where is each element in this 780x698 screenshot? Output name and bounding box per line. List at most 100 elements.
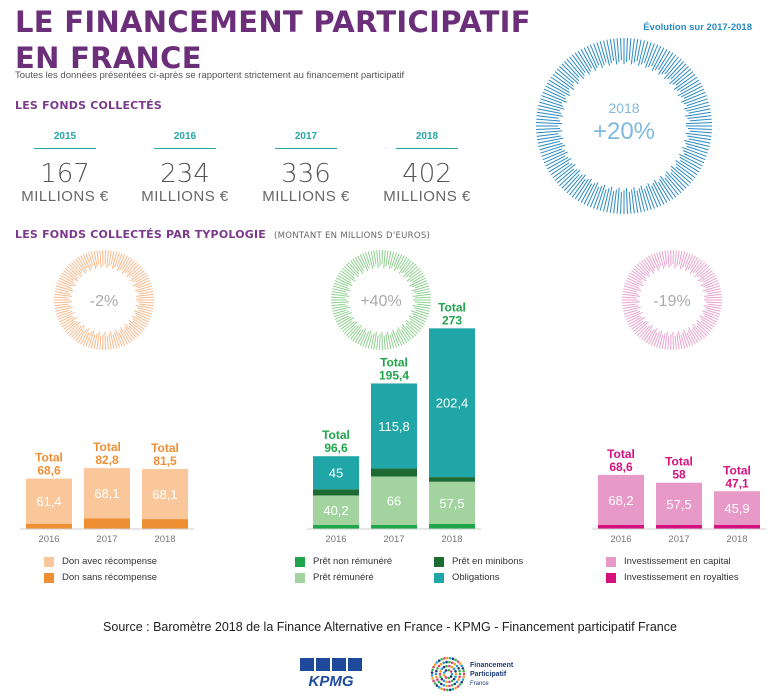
ring-ray [667, 335, 670, 350]
ring-ray [128, 319, 144, 333]
ring-ray [622, 301, 641, 304]
fpf-dot [440, 657, 444, 661]
ring-ray [54, 290, 71, 295]
ring-ray [132, 277, 150, 287]
evolution-label: Évolution sur 2017-2018 [643, 22, 752, 33]
ring-ray [696, 325, 708, 337]
ring-ray [134, 285, 153, 292]
category-label: 2017 [668, 534, 689, 545]
ring-ray [343, 321, 358, 335]
bar-segment [371, 468, 417, 477]
ring-ray [77, 256, 87, 272]
sunburst-ray [552, 73, 575, 90]
ring-ray [392, 329, 400, 347]
fpf-dot [432, 679, 435, 683]
ring-ray [623, 285, 642, 292]
ring-ray [661, 250, 666, 267]
sunburst-ray [670, 165, 692, 184]
sunburst-ray [593, 185, 603, 209]
fpf-dot [452, 667, 456, 671]
ring-ray [129, 270, 145, 282]
ring-ray [387, 250, 392, 265]
sunburst-ray [675, 71, 694, 86]
sunburst-ray [593, 43, 604, 69]
bar-segment [371, 525, 417, 529]
fpf-dot [458, 669, 461, 673]
fpf-dot [444, 669, 448, 672]
bar-value-label: 202,4 [436, 396, 469, 411]
ring-ray [705, 301, 722, 304]
ring-ray [682, 252, 688, 268]
fpf-dot [461, 667, 465, 670]
ring-ray [409, 272, 424, 283]
legend-label: Don sans récompense [62, 572, 158, 583]
fpf-dot [439, 669, 442, 673]
sunburst-ray [550, 76, 570, 90]
ring-ray [116, 253, 123, 267]
sunburst-ray [536, 133, 559, 137]
ring-ray [700, 272, 715, 283]
fpf-dot [440, 677, 444, 681]
sunburst-ray [684, 139, 710, 148]
sunburst-ray [683, 101, 709, 110]
ring-ray [77, 328, 87, 344]
sunburst-ray [686, 104, 710, 112]
ring-ray [622, 293, 641, 297]
bar-segment [313, 489, 359, 496]
ring-ray [66, 265, 78, 277]
total-label: Total [93, 440, 121, 454]
total-label: Total [380, 355, 408, 369]
ring-ray [699, 267, 712, 278]
fpf-dot [451, 687, 455, 691]
ring-ray [653, 331, 661, 347]
ring-ray [696, 322, 710, 335]
sunburst-ray [651, 45, 662, 67]
ring-ray [689, 258, 701, 274]
ring-ray [338, 316, 355, 328]
ring-ray [410, 310, 429, 318]
legend-item: Prêt rémunéré [295, 572, 392, 583]
ring-ray [370, 333, 375, 350]
ring-ray [705, 296, 722, 299]
fpf-dot [437, 680, 441, 684]
sunburst-ray [687, 128, 712, 130]
fpf-dot [457, 678, 460, 681]
sunburst-ray [537, 111, 563, 117]
total-value: 47,1 [725, 476, 749, 490]
ring-ray [412, 274, 425, 283]
kpmg-text: KPMG [309, 673, 354, 690]
ring-ray [653, 253, 661, 269]
ring-ray [376, 335, 379, 350]
ring-ray [68, 325, 80, 337]
sunburst-ray [667, 61, 685, 80]
ring-ray [137, 301, 154, 304]
fpf-line2: Participatif [470, 671, 507, 678]
sunburst-ray [596, 184, 606, 210]
legend-item: Investissement en capital [606, 556, 739, 567]
ring-ray [135, 312, 151, 320]
sunburst-ray [536, 118, 561, 122]
category-label: 2017 [383, 534, 404, 545]
fpf-dot [445, 656, 449, 660]
ring-ray [55, 285, 74, 292]
sunburst-ray [540, 144, 566, 154]
ring-ray [70, 261, 83, 275]
sunburst-ray [559, 65, 579, 85]
fpf-dot [436, 678, 439, 681]
sunburst-ray [536, 122, 563, 125]
sunburst-ray [665, 171, 685, 191]
sunburst-ray [640, 41, 649, 65]
ring-ray [370, 250, 375, 267]
ring-ray [121, 258, 133, 274]
legend-swatch [44, 572, 54, 583]
sunburst-ray [548, 79, 570, 93]
legend-item: Prêt non rémunéré [295, 556, 392, 567]
typologie-charts: -2%7,261,4Total68,6201614,768,1Total82,8… [20, 250, 766, 545]
sunburst-ray [660, 175, 677, 198]
ring-ray [357, 328, 367, 345]
ring-ray [385, 250, 389, 267]
sunburst-ray [546, 82, 571, 97]
year-label: 2015 [33, 131, 97, 149]
year-label: 2016 [153, 131, 217, 149]
typologie-note: (MONTANT EN MILLIONS D'EUROS) [273, 231, 431, 241]
